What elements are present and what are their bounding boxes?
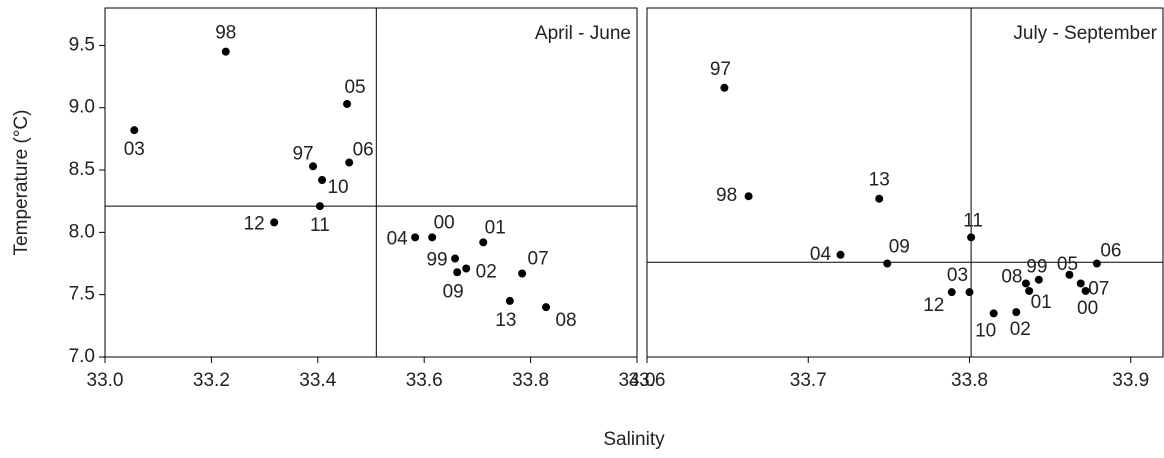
point [428,233,437,242]
point [315,202,324,211]
point [875,194,884,203]
point-label: 03 [947,265,968,286]
y-tick-label: 9.5 [69,34,95,55]
x-tick-label: 34.0 [619,370,656,391]
x-tick-label: 33.4 [299,370,336,391]
point [411,233,420,242]
point-label: 03 [124,139,145,160]
point [720,83,729,92]
point [1065,270,1074,279]
point [453,268,462,277]
point [1012,308,1021,317]
x-tick-label: 33.9 [1112,370,1149,391]
point-label: 05 [1057,254,1078,275]
point-label: 00 [1077,298,1098,319]
y-tick-label: 7.0 [69,346,95,367]
x-tick-label: 33.8 [951,370,988,391]
point [479,238,488,247]
point-label: 04 [387,228,409,249]
point-label: 04 [810,244,832,265]
point [343,99,352,108]
x-tick-label: 33.6 [406,370,443,391]
point [462,264,471,273]
point-label: 12 [923,295,944,316]
point-label: 02 [476,262,497,283]
point-label: 97 [710,59,731,80]
y-tick-label: 8.0 [69,221,95,242]
point [967,233,976,242]
point [744,192,753,201]
point-label: 01 [1031,292,1052,313]
point-label: 01 [485,217,506,238]
point [130,126,139,135]
point [836,250,845,259]
y-tick-label: 9.0 [69,97,95,118]
point-label: 98 [215,23,236,44]
point-label: 07 [528,249,549,270]
x-axis-label: Salinity [603,429,665,450]
point [1025,286,1034,295]
point-label: 13 [869,170,890,191]
x-tick-label: 33.2 [193,370,230,391]
point [1076,279,1085,288]
point [518,269,527,278]
point-label: 97 [292,143,313,164]
point-label: 12 [244,213,265,234]
plot-frame [646,7,1164,358]
point [1021,279,1030,288]
point [451,254,460,263]
point-label: 98 [716,185,737,206]
y-tick-label: 7.5 [69,284,95,305]
y-tick-label: 8.5 [69,159,95,180]
point-label: 09 [889,237,910,258]
point-label: 10 [327,177,348,198]
point-label: 02 [1010,319,1031,340]
point-label: 99 [1026,257,1047,278]
point-label: 09 [443,281,464,302]
point [270,218,279,227]
point [1081,286,1090,295]
point-label: 08 [555,310,576,331]
point-label: 07 [1088,278,1109,299]
point-label: 11 [310,215,330,236]
point-label: 05 [344,77,365,98]
point-label: 00 [434,212,455,233]
point [1092,259,1101,268]
x-tick-label: 33.6 [629,370,666,391]
point-label: 08 [1001,266,1022,287]
point [345,158,354,167]
point-label: 10 [975,320,996,341]
x-tick-label: 33.8 [512,370,549,391]
point [1034,275,1043,284]
x-tick-label: 33.0 [87,370,124,391]
point-label: 11 [963,210,983,231]
point [318,176,327,185]
point [542,303,551,312]
point [989,309,998,318]
plot-frame [104,7,638,358]
panel-title: April - June [535,23,631,44]
point [309,162,318,171]
point-label: 06 [353,140,374,161]
y-axis-label: Temperature (°C) [11,110,32,256]
point [221,47,230,56]
point [965,288,974,297]
point-label: 06 [1100,241,1121,262]
panel-title: July - September [1013,23,1157,44]
point [883,259,892,268]
point-label: 13 [495,310,516,331]
x-tick-label: 33.7 [790,370,827,391]
point-label: 99 [426,250,447,271]
point [505,296,514,305]
point [947,288,956,297]
